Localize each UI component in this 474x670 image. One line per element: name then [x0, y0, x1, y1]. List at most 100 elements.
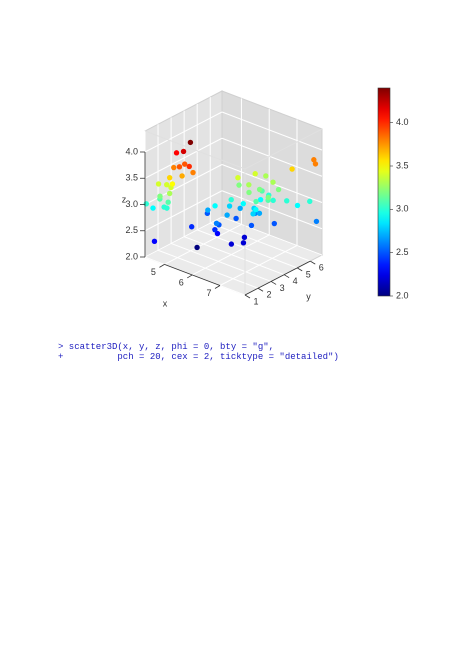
grid-line — [144, 111, 223, 153]
colorbar-label: 3.5 — [396, 160, 409, 170]
data-point — [143, 201, 150, 207]
data-point — [294, 202, 301, 209]
data-point — [171, 164, 177, 171]
z-axis-label: z — [122, 195, 127, 205]
data-point — [214, 230, 221, 237]
colorbar-label: 4.0 — [396, 117, 409, 127]
code-line: + pch = 20, cex = 2, ticktype = "detaile… — [58, 352, 339, 362]
data-point — [289, 166, 295, 172]
data-point — [256, 210, 263, 216]
y-tick-label: 1 — [253, 296, 258, 306]
data-point — [188, 224, 195, 230]
data-point — [155, 181, 162, 187]
x-tick-label: 5 — [151, 267, 156, 277]
tick-mark — [187, 274, 193, 279]
data-point — [311, 157, 317, 163]
data-point — [271, 220, 278, 227]
data-point — [257, 196, 264, 203]
tick-mark — [296, 267, 303, 272]
data-point — [166, 174, 173, 181]
data-point — [250, 211, 256, 217]
data-point — [270, 197, 276, 204]
data-point — [313, 218, 320, 225]
data-point — [312, 161, 319, 167]
data-point — [164, 182, 170, 188]
data-point — [236, 182, 242, 188]
data-point — [187, 139, 194, 146]
box-edge — [244, 128, 323, 170]
data-point — [186, 163, 192, 170]
code-line: > scatter3D(x, y, z, phi = 0, bty = "g", — [58, 342, 275, 352]
data-point — [205, 207, 211, 213]
data-point — [226, 203, 233, 209]
data-point — [173, 150, 180, 156]
data-point — [190, 169, 196, 176]
data-point — [212, 226, 218, 233]
y-tick-label: 4 — [293, 276, 298, 286]
z-tick-label: 3.0 — [125, 199, 138, 209]
grid-line — [144, 137, 223, 179]
axis-line — [244, 260, 311, 296]
grid-line — [144, 190, 223, 232]
x-tick-label: 6 — [179, 277, 184, 287]
x-axis-label: x — [163, 298, 168, 308]
grid-line — [144, 216, 223, 258]
data-point — [240, 240, 247, 246]
data-point — [169, 181, 176, 187]
z-tick-label: 4.0 — [125, 146, 138, 156]
data-point — [246, 182, 252, 188]
y-axis-label: y — [306, 291, 311, 301]
tick-mark — [159, 264, 165, 268]
data-point — [265, 194, 271, 201]
data-point — [275, 186, 282, 193]
data-point — [179, 173, 185, 179]
data-point — [228, 196, 234, 203]
colorbar — [377, 87, 391, 297]
data-point — [176, 164, 183, 170]
data-point — [248, 222, 255, 229]
data-point — [237, 205, 243, 211]
colorbar-label: 3.0 — [396, 204, 409, 214]
data-point — [263, 173, 269, 179]
data-point — [256, 186, 263, 193]
data-point — [253, 198, 259, 205]
grid-line — [170, 242, 272, 282]
data-point — [151, 238, 158, 245]
data-point — [284, 198, 290, 204]
data-point — [252, 171, 258, 177]
data-point — [253, 206, 259, 213]
colorbar-label: 2.0 — [396, 290, 409, 300]
data-point — [228, 241, 235, 247]
box-edge — [144, 130, 246, 170]
data-point — [157, 193, 163, 199]
grid-line — [221, 137, 323, 177]
y-tick-label: 2 — [267, 290, 272, 300]
grid-line — [197, 229, 298, 269]
grid-line — [221, 216, 323, 256]
y-tick-label: 3 — [280, 283, 285, 293]
tick-mark — [270, 281, 277, 285]
data-point — [181, 161, 188, 167]
data-point — [212, 203, 218, 209]
data-point — [165, 199, 171, 205]
data-point — [150, 205, 156, 211]
z-tick-label: 3.5 — [125, 173, 138, 183]
z-tick-label: 2.0 — [125, 251, 138, 261]
data-point — [224, 212, 230, 218]
tick-mark — [310, 260, 316, 265]
tick-mark — [214, 285, 221, 289]
colorbar-label: 2.5 — [396, 247, 409, 257]
data-point — [307, 198, 313, 205]
data-point — [246, 189, 252, 196]
y-tick-label: 6 — [319, 262, 324, 272]
grid-line — [221, 111, 323, 151]
data-point — [166, 190, 173, 197]
tick-mark — [257, 287, 264, 292]
data-point — [194, 244, 200, 251]
tick-mark — [244, 294, 251, 299]
y-tick-label: 5 — [306, 269, 311, 279]
data-point — [164, 205, 170, 211]
grid-line — [157, 249, 259, 289]
